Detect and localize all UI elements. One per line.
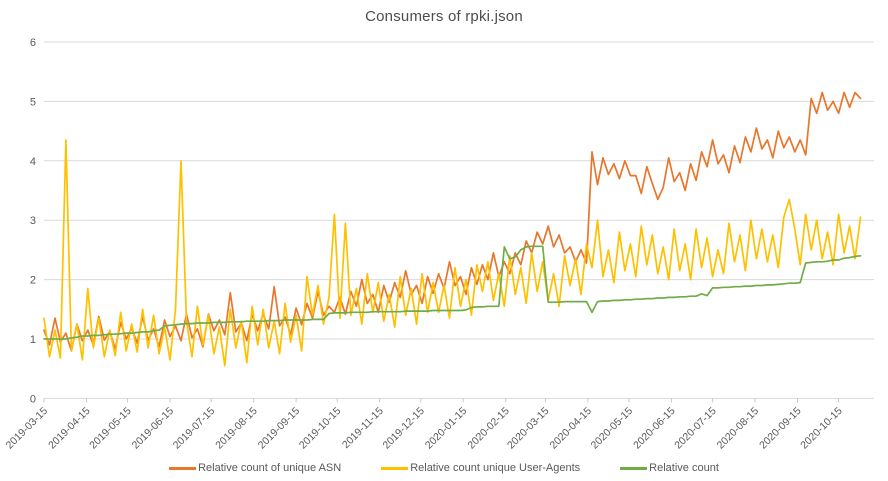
x-axis-tick-label: 2019-08-15 bbox=[213, 405, 260, 452]
legend-label-relative-count: Relative count bbox=[649, 462, 719, 474]
x-axis-tick-label: 2019-12-15 bbox=[380, 405, 427, 452]
x-axis-tick-label: 2019-03-15 bbox=[4, 405, 51, 452]
x-axis-tick-label: 2019-10-15 bbox=[297, 405, 344, 452]
x-axis-tick-label: 2019-09-15 bbox=[256, 405, 303, 452]
legend-item-relative-count-of-unique-asn: Relative count of unique ASN bbox=[169, 462, 341, 474]
series-line-relative-count-unique-user-agents bbox=[43, 139, 862, 367]
y-axis-tick-label: 0 bbox=[30, 393, 36, 405]
x-axis-tick-label: 2020-02-15 bbox=[465, 405, 512, 452]
y-axis-tick-label: 1 bbox=[30, 334, 36, 346]
x-axis-tick-label: 2020-05-15 bbox=[589, 405, 636, 452]
x-axis-tick-label: 2019-04-15 bbox=[46, 405, 93, 452]
y-axis-tick-label: 2 bbox=[30, 275, 36, 287]
legend-item-relative-count: Relative count bbox=[620, 462, 719, 474]
series-line-relative-count bbox=[43, 245, 862, 340]
x-axis-tick-label: 2020-01-15 bbox=[423, 405, 470, 452]
legend-swatch-relative-count-unique-user-agents bbox=[381, 466, 409, 470]
x-axis-tick-label: 2020-07-15 bbox=[672, 405, 719, 452]
y-axis-tick-label: 5 bbox=[30, 96, 36, 108]
x-axis-tick-label: 2020-09-15 bbox=[757, 405, 804, 452]
x-axis-tick-label: 2020-08-15 bbox=[715, 405, 762, 452]
x-axis-tick-label: 2020-04-15 bbox=[548, 405, 595, 452]
y-axis-tick-label: 6 bbox=[30, 37, 36, 49]
y-axis-tick-label: 3 bbox=[30, 215, 36, 227]
legend-label-relative-count-unique-user-agents: Relative count unique User-Agents bbox=[410, 462, 581, 474]
legend-label-relative-count-of-unique-asn: Relative count of unique ASN bbox=[198, 462, 342, 474]
x-axis-tick-label: 2019-11-15 bbox=[340, 405, 386, 451]
x-axis-tick-label: 2019-07-15 bbox=[171, 405, 218, 452]
chart-title: Consumers of rpki.json bbox=[365, 8, 523, 25]
x-axis-tick-label: 2020-06-15 bbox=[631, 405, 678, 452]
series-line-relative-count-of-unique-asn bbox=[43, 91, 862, 352]
x-axis-tick-label: 2019-05-15 bbox=[87, 405, 134, 452]
x-axis-tick-label: 2019-06-15 bbox=[130, 405, 177, 452]
legend-item-relative-count-unique-user-agents: Relative count unique User-Agents bbox=[381, 462, 580, 474]
legend-swatch-relative-count-of-unique-asn bbox=[169, 466, 197, 470]
legend-swatch-relative-count bbox=[620, 466, 648, 470]
x-axis-tick-label: 2020-10-15 bbox=[798, 405, 845, 452]
x-axis-tick-label: 2020-03-15 bbox=[505, 405, 552, 452]
chart-legend: Relative count of unique ASN Relative cou… bbox=[0, 462, 888, 474]
y-axis-tick-label: 4 bbox=[30, 156, 36, 168]
